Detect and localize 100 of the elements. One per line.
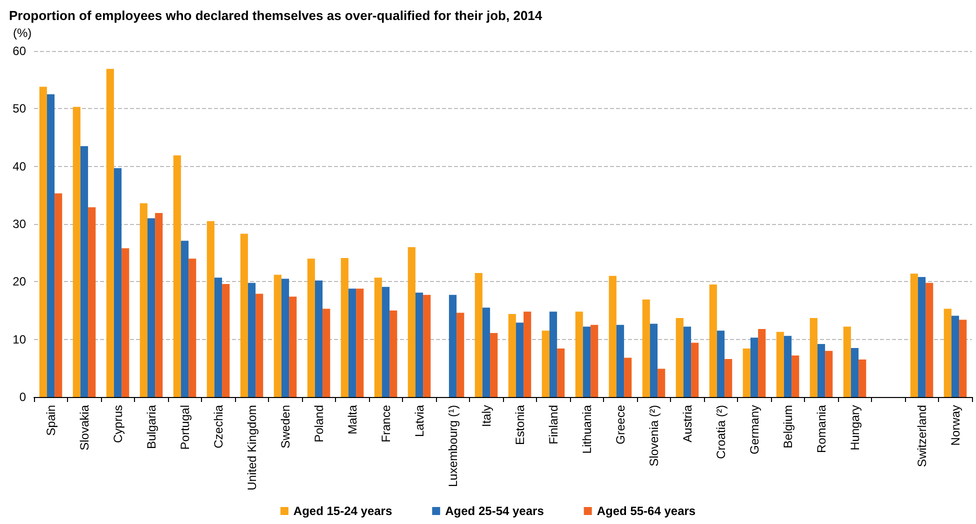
bar bbox=[448, 294, 457, 397]
y-tick-label: 30 bbox=[12, 217, 26, 231]
x-tick-label: Romania bbox=[814, 404, 828, 454]
legend-label: Aged 55-64 years bbox=[596, 504, 696, 518]
bar bbox=[206, 221, 214, 397]
bar bbox=[843, 326, 851, 397]
bar bbox=[382, 286, 390, 397]
bar bbox=[214, 278, 222, 397]
bar bbox=[188, 258, 196, 397]
bar bbox=[508, 314, 516, 397]
x-tick-label: Slovenia (²) bbox=[646, 405, 661, 466]
bar bbox=[155, 213, 163, 397]
y-tick-label: 60 bbox=[12, 44, 26, 58]
bar bbox=[46, 94, 55, 397]
bar bbox=[784, 336, 792, 397]
bar bbox=[658, 368, 666, 397]
bar bbox=[616, 324, 624, 397]
bar bbox=[742, 348, 750, 397]
bar bbox=[281, 278, 290, 397]
bar bbox=[140, 203, 148, 397]
bar bbox=[590, 324, 598, 397]
bar bbox=[959, 320, 967, 397]
bar bbox=[951, 316, 960, 397]
bar bbox=[650, 324, 658, 397]
x-tick-label: Italy bbox=[479, 405, 494, 428]
bar bbox=[482, 308, 490, 397]
x-tick-label: Luxembourg (¹) bbox=[446, 404, 460, 488]
bar bbox=[716, 330, 725, 397]
bar bbox=[817, 344, 826, 397]
bar bbox=[709, 284, 717, 397]
bar bbox=[256, 294, 264, 397]
bar bbox=[408, 247, 416, 397]
bar bbox=[106, 68, 114, 397]
chart-title: Proportion of employees who declared themselves as over-qualified for their job, 2014 bbox=[9, 8, 543, 23]
bar bbox=[322, 308, 330, 397]
y-tick-label: 20 bbox=[12, 274, 26, 289]
bar bbox=[926, 282, 934, 397]
y-tick-label: 10 bbox=[12, 332, 26, 346]
bar bbox=[240, 234, 248, 397]
bar bbox=[222, 284, 230, 397]
bar bbox=[248, 282, 256, 397]
bar bbox=[274, 274, 282, 397]
x-tick-label: Estonia bbox=[512, 404, 527, 446]
x-tick-label: Portugal bbox=[178, 405, 192, 450]
bar bbox=[850, 348, 859, 397]
bar bbox=[575, 312, 583, 397]
bar bbox=[776, 332, 784, 397]
bar bbox=[557, 348, 565, 397]
legend-label: Aged 25-54 years bbox=[445, 504, 544, 518]
x-tick-label: Poland bbox=[312, 405, 326, 442]
bar bbox=[314, 280, 323, 397]
bar bbox=[415, 292, 424, 397]
bar bbox=[390, 310, 398, 397]
x-tick-label: Lithuania bbox=[580, 404, 594, 454]
bar bbox=[423, 294, 431, 397]
y-tick-label: 0 bbox=[19, 390, 26, 404]
x-tick-label: United Kingdom bbox=[244, 405, 259, 490]
bar bbox=[691, 342, 699, 397]
x-tick-label: France bbox=[378, 404, 393, 442]
bar bbox=[39, 86, 47, 397]
x-tick-label: Slovakia bbox=[77, 404, 92, 450]
bar bbox=[910, 274, 918, 397]
bar bbox=[307, 258, 315, 397]
bar bbox=[516, 322, 524, 397]
x-tick-label: Austria bbox=[680, 404, 694, 442]
bar bbox=[54, 193, 62, 397]
bar bbox=[122, 248, 130, 397]
x-tick-label: Cyprus bbox=[110, 405, 125, 444]
bar bbox=[582, 326, 591, 397]
bar bbox=[792, 355, 800, 397]
bar bbox=[944, 308, 952, 397]
bar bbox=[173, 155, 181, 397]
x-tick-label: Czechia bbox=[211, 404, 226, 448]
x-tick-label: Greece bbox=[613, 404, 628, 444]
bar bbox=[724, 358, 732, 397]
bar bbox=[542, 330, 550, 397]
bar bbox=[72, 106, 80, 397]
bar bbox=[374, 278, 382, 397]
x-tick-label: Croatia (²) bbox=[714, 405, 728, 460]
bar bbox=[456, 312, 464, 397]
bar bbox=[88, 207, 96, 397]
x-tick-label: Germany bbox=[747, 405, 762, 454]
x-tick-label: Bulgaria bbox=[144, 404, 158, 450]
bar bbox=[758, 328, 766, 397]
bar bbox=[114, 168, 122, 397]
x-tick-label: Spain bbox=[44, 405, 58, 436]
bar bbox=[474, 273, 482, 397]
x-tick-label: Latvia bbox=[412, 404, 426, 438]
legend-label: Aged 15-24 years bbox=[293, 504, 392, 518]
bar bbox=[147, 218, 156, 397]
x-tick-label: Belgium bbox=[780, 405, 795, 448]
y-axis-title: (%) bbox=[13, 26, 32, 40]
bar bbox=[750, 338, 758, 397]
x-tick-label: Sweden bbox=[278, 405, 292, 448]
bar bbox=[624, 358, 632, 397]
y-tick-label: 50 bbox=[12, 102, 26, 116]
x-tick-label: Norway bbox=[948, 405, 962, 446]
bar bbox=[80, 146, 88, 397]
bar bbox=[549, 312, 558, 397]
bar bbox=[918, 277, 926, 397]
